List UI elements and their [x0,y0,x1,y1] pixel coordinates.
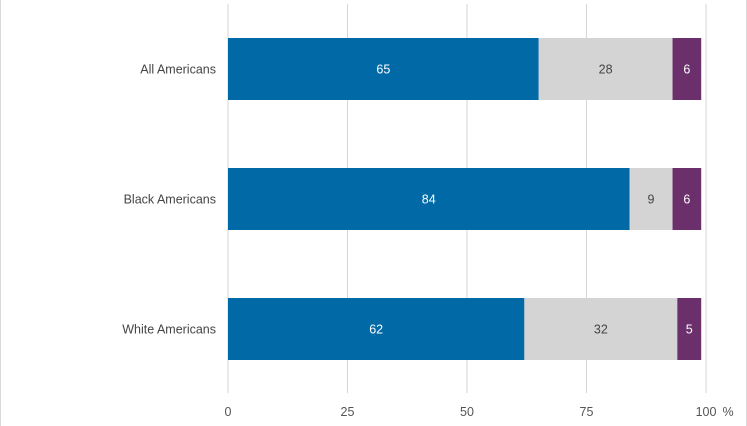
bar-segment-1 [228,38,539,100]
data-label: 9 [648,193,655,207]
category-label: Black Americans [124,193,216,207]
data-label: 5 [686,323,693,337]
bar-segment-3 [672,168,702,230]
data-label: 32 [594,323,608,337]
category-label: White Americans [122,323,216,337]
data-label: 28 [599,63,613,77]
category-label: All Americans [140,63,216,77]
bar-segment-3 [672,38,702,100]
bar-segment-2 [538,38,673,100]
data-label: 6 [683,193,690,207]
x-tick-label: 100 [696,405,717,419]
data-label: 65 [376,63,390,77]
bar-segment-3 [677,298,702,360]
bar-segment-2 [629,168,673,230]
data-label: 62 [369,323,383,337]
bars [228,38,702,360]
x-unit-label: % [722,405,733,419]
bar-segment-1 [228,298,525,360]
x-tick-label: 0 [225,405,232,419]
data-label: 6 [683,63,690,77]
x-tick-label: 50 [460,405,474,419]
data-label: 84 [422,193,436,207]
x-tick-label: 25 [341,405,355,419]
bar-segment-2 [524,298,678,360]
x-tick-label: 75 [580,405,594,419]
bar-segment-1 [228,168,630,230]
